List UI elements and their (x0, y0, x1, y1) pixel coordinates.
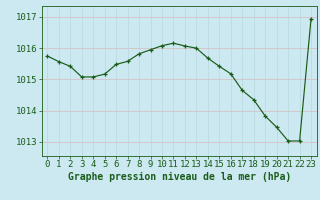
X-axis label: Graphe pression niveau de la mer (hPa): Graphe pression niveau de la mer (hPa) (68, 172, 291, 182)
